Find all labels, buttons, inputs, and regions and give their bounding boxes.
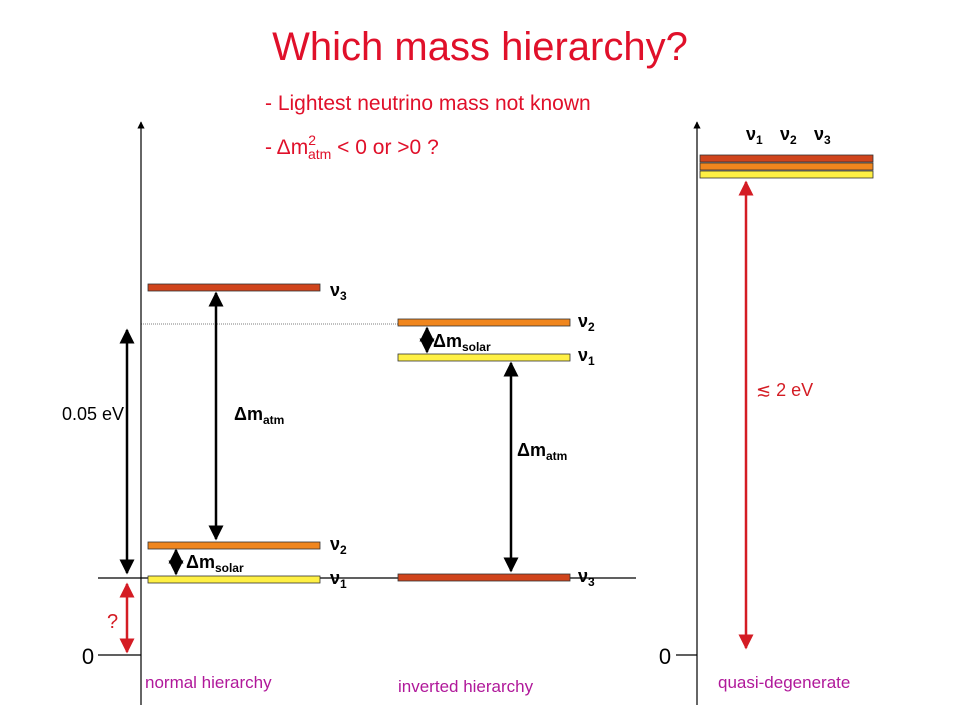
splitting-label: Δmatm: [234, 404, 284, 427]
splitting-label: Δmatm: [517, 440, 567, 463]
caption: normal hierarchy: [145, 673, 272, 692]
scale-label: ≲ 2 eV: [756, 380, 813, 400]
bullet: - Lightest neutrino mass not known: [265, 92, 591, 115]
arrows: [119, 180, 754, 654]
level-label: ν2: [780, 124, 797, 147]
caption: quasi-degenerate: [718, 673, 850, 692]
gap-label: 0.05 eV: [62, 404, 124, 424]
caption: inverted hierarchy: [398, 677, 534, 696]
unknown-label: ?: [107, 611, 118, 633]
axes: [98, 121, 701, 705]
zero-label: 0: [659, 644, 671, 669]
title: Which mass hierarchy?: [272, 25, 688, 69]
level-label: ν2: [330, 534, 347, 557]
level-label: ν3: [814, 124, 831, 147]
levels: [147, 154, 874, 584]
splitting-label: Δmsolar: [433, 331, 491, 354]
level-label: ν3: [578, 566, 595, 589]
zero-label: 0: [82, 644, 94, 669]
level-label: ν3: [330, 280, 347, 303]
level-label: ν2: [578, 311, 595, 334]
level-label: ν1: [578, 345, 595, 368]
level-label: ν1: [330, 568, 347, 591]
splitting-label: Δmsolar: [186, 552, 244, 575]
bullet: - Δm2 atm < 0 or >0 ?: [265, 132, 439, 162]
level-label: ν1: [746, 124, 763, 147]
